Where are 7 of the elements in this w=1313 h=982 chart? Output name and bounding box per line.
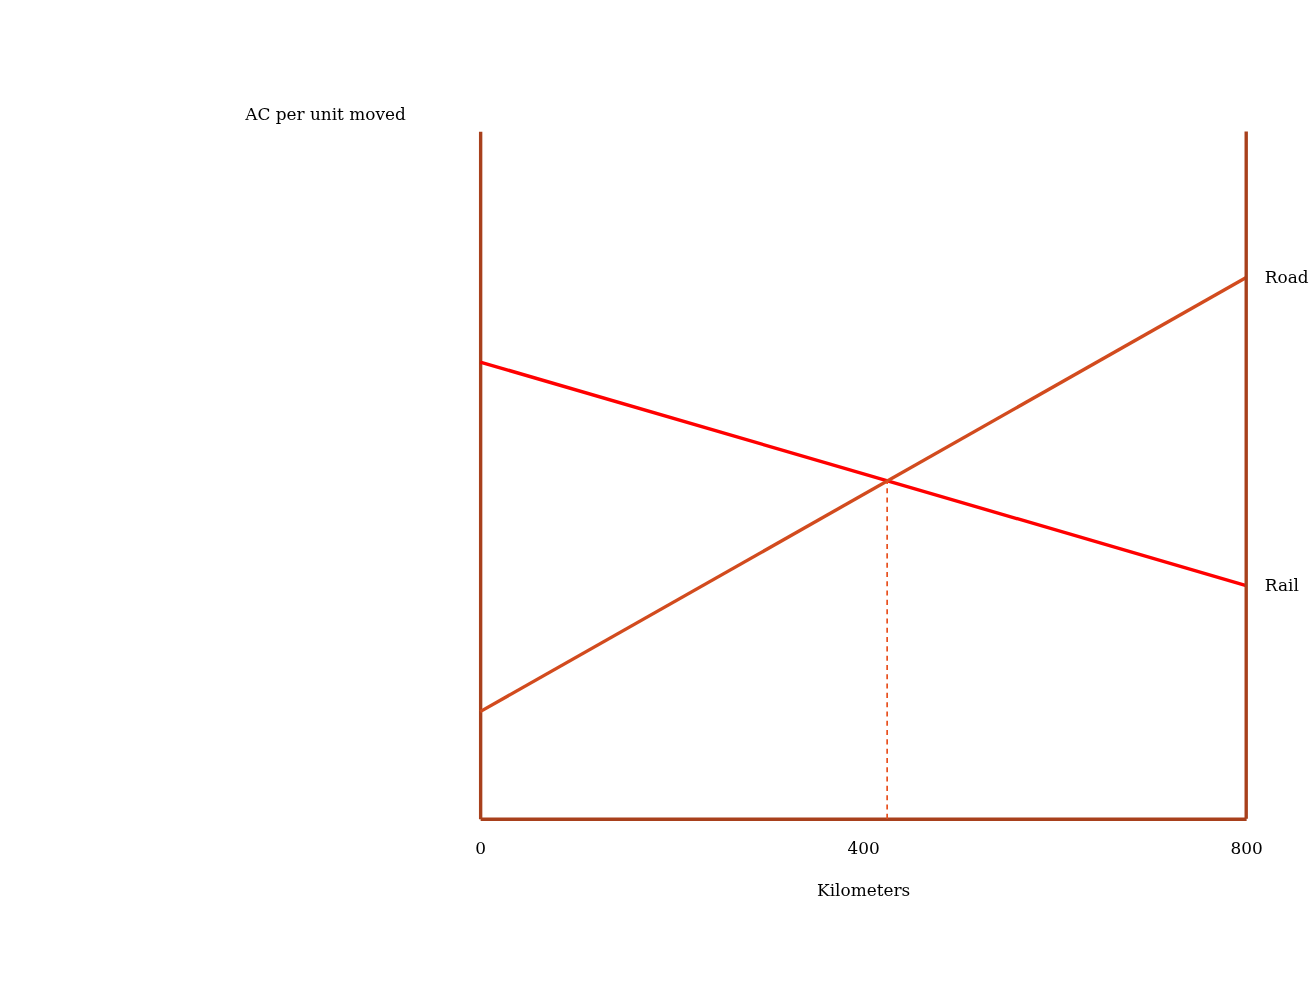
text: AC per unit moved [244,103,406,124]
series-label: Rail [1264,574,1299,595]
x-axis-title: Kilometers [817,880,911,901]
x-tick-label: 0 [475,837,487,858]
series-label: Road [1264,266,1309,287]
x-tick-label: 400 [847,837,880,858]
x-tick-label: 800 [1230,837,1263,858]
